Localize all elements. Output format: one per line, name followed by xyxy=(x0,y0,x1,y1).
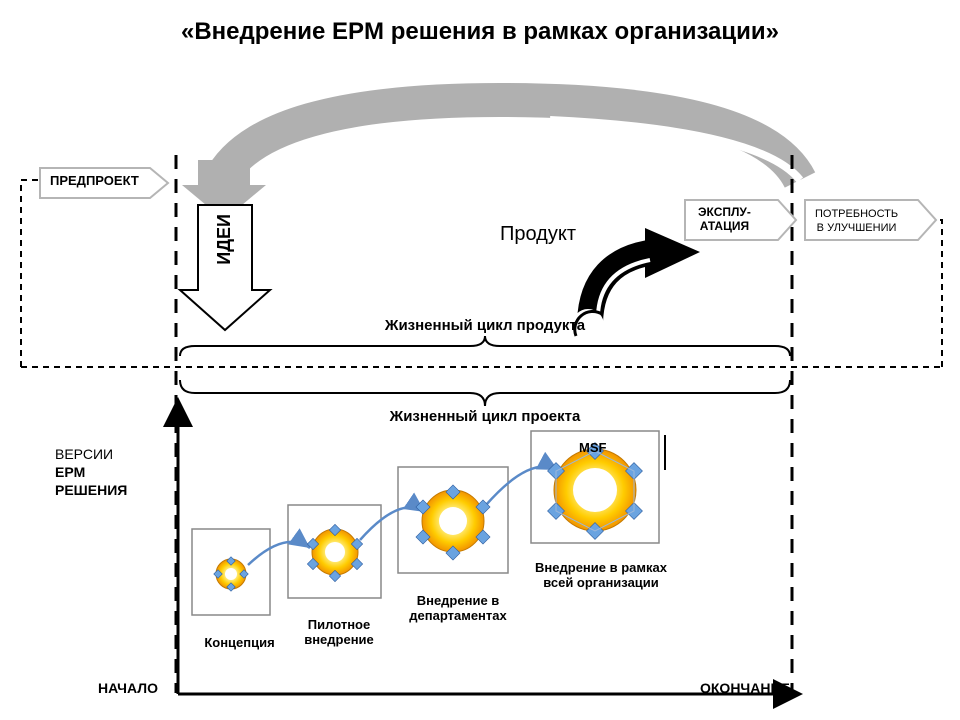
exploitation-l2: АТАЦИЯ xyxy=(700,219,749,233)
ideas-label: ИДЕИ xyxy=(214,214,235,265)
phase-label-2: Пилотное внедрение xyxy=(284,617,394,647)
versions-l2: EPM xyxy=(55,464,85,480)
phase-label-3: Внедрение в департаментах xyxy=(394,593,522,623)
project-lifecycle-label: Жизненный цикл проекта xyxy=(330,408,640,425)
blue-arrow-3 xyxy=(486,467,558,505)
dashed-frame-left xyxy=(21,180,60,367)
product-lifecycle-label: Жизненный цикл продукта xyxy=(330,317,640,334)
project-lifecycle-brace xyxy=(180,380,790,406)
exploitation-l1: ЭКСПЛУ- xyxy=(698,205,751,219)
phase-label-4: Внедрение в рамках всей организации xyxy=(527,560,675,590)
need-label: ПОТРЕБНОСТЬ В УЛУЧШЕНИИ xyxy=(815,207,898,236)
blue-arrow-1 xyxy=(248,542,310,565)
axis-start-label: НАЧАЛО xyxy=(98,680,158,696)
phase-label-1: Концепция xyxy=(192,635,287,650)
preproject-label: ПРЕДПРОЕКТ xyxy=(50,173,139,188)
axis-end-label: ОКОНЧАНИЕ xyxy=(700,680,790,696)
blue-arrow-2 xyxy=(360,507,425,540)
versions-l3: РЕШЕНИЯ xyxy=(55,482,127,498)
exploitation-label: ЭКСПЛУ- АТАЦИЯ xyxy=(698,205,751,234)
product-lifecycle-brace xyxy=(180,336,790,356)
dashed-frame-right xyxy=(900,220,942,367)
need-l1: ПОТРЕБНОСТЬ xyxy=(815,208,898,220)
versions-label: ВЕРСИИ EPM РЕШЕНИЯ xyxy=(55,445,127,500)
product-label: Продукт xyxy=(500,223,576,246)
msf-label: MSF xyxy=(579,440,606,455)
need-l2: В УЛУЧШЕНИИ xyxy=(817,222,897,234)
versions-l1: ВЕРСИИ xyxy=(55,446,113,462)
